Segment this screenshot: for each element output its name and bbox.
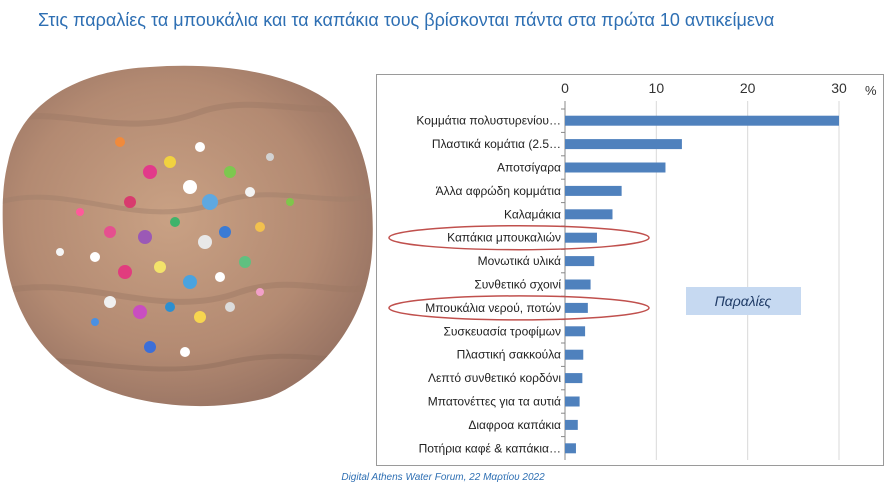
category-label: Ποτήρια καφέ & καπάκια…	[419, 441, 561, 455]
bar	[565, 419, 578, 430]
beach-litter-photo	[0, 62, 378, 408]
bar	[565, 115, 839, 126]
highlight-oval	[388, 224, 650, 251]
footer-credit: Digital Athens Water Forum, 22 Μαρτίου 2…	[341, 472, 545, 483]
highlight-ovals	[388, 224, 650, 321]
slide-title: Στις παραλίες τα μπουκάλια και τα καπάκι…	[38, 10, 775, 30]
bar	[565, 209, 613, 220]
grid-lines	[561, 101, 840, 460]
category-label: Πλαστικά κομάτια (2.5…	[432, 137, 561, 151]
category-label: Κομμάτια πολυστυρενίου…	[416, 114, 561, 128]
beach-photo-image	[2, 65, 373, 407]
category-label: Καλαμάκια	[504, 207, 561, 221]
category-label: Συνθετικό σχοινί	[474, 278, 561, 292]
plastic-caps	[56, 137, 294, 357]
category-label: Άλλα αφρώδη κομμάτια	[436, 184, 561, 198]
bars	[565, 115, 839, 454]
x-tick-label: 30	[831, 80, 847, 96]
category-labels: Κομμάτια πολυστυρενίου… Πλαστικά κομάτια …	[416, 114, 561, 456]
bar	[565, 256, 595, 267]
category-label: Συσκευασία τροφίμων	[443, 324, 561, 338]
bar	[565, 349, 584, 360]
category-label: Λεπτό συνθετικό κορδόνι	[428, 371, 561, 385]
bar	[565, 185, 622, 196]
x-tick-label: 20	[740, 80, 756, 96]
legend-box: Παραλίες	[686, 287, 801, 315]
bar	[565, 373, 583, 384]
category-label: Αποτσίγαρα	[497, 161, 561, 175]
highlight-oval	[388, 295, 650, 321]
bar	[565, 396, 580, 407]
x-axis-unit: %	[865, 83, 877, 98]
bar	[565, 139, 682, 150]
bar	[565, 326, 586, 337]
bar	[565, 232, 597, 243]
x-tick-label: 0	[561, 80, 569, 96]
bar	[565, 302, 588, 313]
bar-chart: 0 10 20 30 % Κομμάτια πολυστυρενίου… Πλαστικ…	[376, 74, 884, 466]
category-label: Καπάκια μπουκαλιών	[447, 231, 561, 245]
bar	[565, 279, 591, 290]
category-label: Μπατονέττες για τα αυτιά	[428, 395, 561, 409]
category-label: Πλαστική σακκούλα	[457, 348, 561, 362]
bar-chart-svg: 0 10 20 30 % Κομμάτια πολυστυρενίου… Πλαστικ…	[388, 80, 877, 460]
category-label: Διαφροα καπάκια	[468, 418, 561, 432]
x-tick-label: 10	[649, 80, 665, 96]
legend-label: Παραλίες	[715, 293, 772, 309]
bar	[565, 443, 576, 454]
x-axis-ticks: 0 10 20 30	[561, 80, 847, 96]
bar	[565, 162, 666, 173]
category-label: Μονωτικά υλικά	[478, 254, 561, 268]
category-label: Μπουκάλια νερού, ποτών	[425, 301, 561, 315]
